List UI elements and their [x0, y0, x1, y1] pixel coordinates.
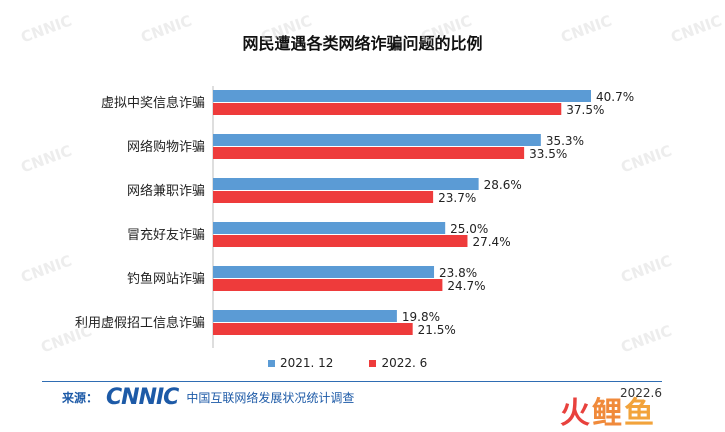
cnnic-logo: CNNIC — [106, 385, 179, 410]
data-label: 23.7% — [438, 191, 476, 205]
data-label: 40.7% — [596, 90, 634, 104]
data-label: 33.5% — [529, 147, 567, 161]
bar-2021-12 — [213, 222, 446, 234]
data-label: 27.4% — [472, 235, 510, 249]
legend-swatch-red — [369, 359, 377, 367]
bar-2022-6 — [213, 279, 443, 291]
category-label: 网络兼职诈骗 — [127, 183, 205, 199]
source-label: 来源： — [62, 391, 99, 405]
legend-swatch-blue — [268, 359, 275, 367]
legend-label: 2022. 6 — [381, 356, 428, 370]
brand-char: 火 — [560, 396, 590, 431]
data-label: 35.3% — [546, 134, 584, 148]
legend-item-2022: 2022. 6 — [369, 356, 427, 370]
data-label: 23.8% — [439, 266, 477, 280]
bar-2022-6 — [213, 235, 468, 247]
source-credit: 来源： CNNIC 中国互联网络发展状况统计调查 — [62, 385, 354, 410]
bar-2022-6 — [213, 103, 562, 115]
legend-item-2021: 2021. 12 — [268, 356, 333, 370]
category-label: 冒充好友诈骗 — [127, 227, 205, 243]
bar-2022-6 — [213, 323, 413, 335]
chart-title: 网民遭遇各类网络诈骗问题的比例 — [242, 34, 483, 53]
category-label: 利用虚假招工信息诈骗 — [75, 315, 205, 331]
bar-2022-6 — [213, 147, 525, 159]
category-label: 网络购物诈骗 — [127, 139, 205, 155]
brand-char: 鲤 — [592, 396, 622, 431]
bar-2021-12 — [213, 310, 397, 322]
data-label: 37.5% — [566, 103, 604, 117]
brand-char: 鱼 — [624, 396, 654, 431]
legend: 2021. 12 2022. 6 — [268, 356, 427, 370]
data-label: 21.5% — [418, 323, 456, 337]
data-label: 28.6% — [484, 178, 522, 192]
bar-2021-12 — [213, 266, 435, 278]
bar-2021-12 — [213, 178, 479, 190]
data-label: 25.0% — [450, 222, 488, 236]
data-label: 24.7% — [447, 279, 485, 293]
bar-2022-6 — [213, 191, 434, 203]
bar-2021-12 — [213, 90, 591, 102]
category-label: 虚拟中奖信息诈骗 — [101, 95, 205, 111]
legend-label: 2021. 12 — [280, 356, 334, 370]
category-label: 钓鱼网站诈骗 — [127, 271, 205, 287]
report-date: 2022.6 — [620, 386, 662, 400]
brand-logo: 火 鲤 鱼 — [560, 388, 654, 432]
bar-2021-12 — [213, 134, 541, 146]
data-label: 19.8% — [402, 310, 440, 324]
footer-divider — [42, 381, 662, 382]
source-org: 中国互联网络发展状况统计调查 — [186, 391, 355, 405]
